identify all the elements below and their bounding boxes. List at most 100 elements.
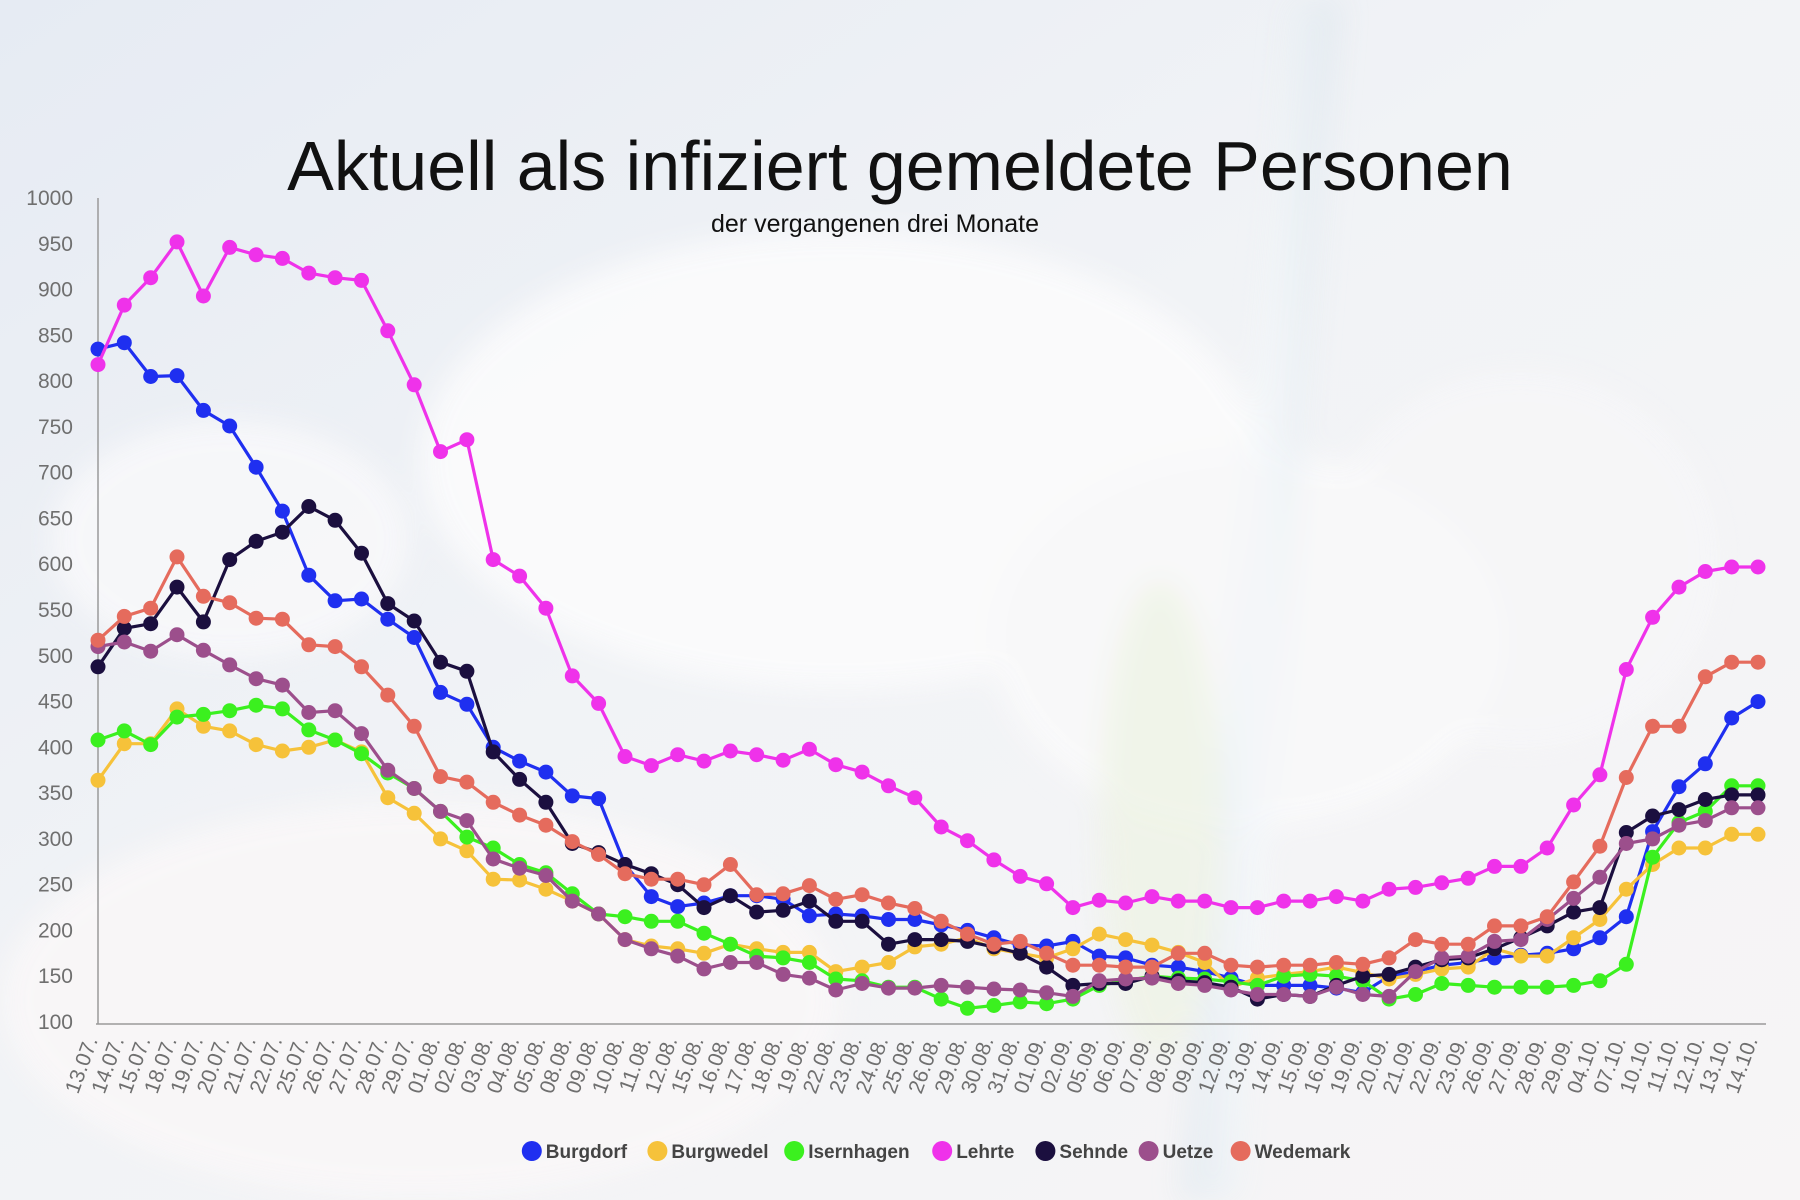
data-point [195, 614, 211, 630]
series-line [96, 707, 1758, 989]
legend-item[interactable]: Burgdorf [521, 1141, 628, 1163]
data-point [907, 790, 923, 806]
data-point [1170, 959, 1186, 975]
data-point [854, 959, 870, 975]
legend-item[interactable]: Burgwedel [647, 1141, 769, 1163]
data-point [775, 886, 791, 902]
data-point [1645, 831, 1661, 847]
legend-item[interactable]: Sehnde [1035, 1141, 1128, 1163]
legend-item[interactable]: Uetze [1138, 1141, 1214, 1163]
data-point [775, 950, 791, 966]
data-point [986, 852, 1002, 868]
data-point [433, 769, 448, 785]
data-point [1513, 948, 1529, 964]
data-point [301, 722, 317, 738]
data-point [1408, 879, 1423, 895]
data-point [248, 671, 264, 687]
data-point [1592, 869, 1608, 885]
data-point [1434, 976, 1450, 991]
data-point [1276, 968, 1292, 984]
data-point [1750, 559, 1766, 575]
data-point [274, 250, 290, 266]
data-point [433, 654, 448, 670]
data-point [907, 980, 923, 996]
data-point [1592, 900, 1608, 916]
data-point [195, 642, 211, 658]
data-point [1460, 977, 1476, 993]
data-point [670, 948, 686, 964]
data-point [1065, 900, 1081, 916]
data-point [354, 746, 369, 762]
data-point [1197, 977, 1213, 993]
data-point [1460, 936, 1476, 952]
data-point [222, 552, 238, 568]
data-point [986, 981, 1002, 997]
data-point [1618, 662, 1634, 677]
data-point [1671, 779, 1687, 795]
legend-marker [1230, 1141, 1251, 1161]
data-point [1671, 579, 1687, 595]
data-point [380, 323, 396, 339]
series-line [96, 504, 1758, 1001]
data-point [1724, 559, 1740, 575]
series-line [97, 341, 1759, 995]
legend-item[interactable]: Isernhagen [784, 1141, 910, 1163]
series-sehnde [90, 499, 1766, 1007]
data-point [512, 807, 528, 823]
data-point [722, 955, 738, 970]
legend-marker [1138, 1141, 1159, 1161]
data-point [933, 932, 949, 948]
data-point [617, 909, 633, 925]
legend-item[interactable]: Wedemark [1230, 1141, 1351, 1163]
legend-item[interactable]: Lehrte [932, 1141, 1014, 1163]
data-point [1012, 933, 1028, 949]
data-point [1144, 959, 1160, 975]
data-point [327, 639, 343, 655]
data-point [1487, 858, 1502, 874]
data-point [301, 567, 317, 583]
series-uetze [90, 627, 1766, 1004]
y-axis: 100 150 200 250 300 350 400 450 500 550 600 650 700 7… [26, 187, 99, 1034]
data-point [248, 247, 264, 263]
data-point [749, 955, 765, 970]
data-point [1671, 817, 1687, 833]
data-point [1118, 895, 1134, 911]
data-point [354, 545, 369, 561]
data-point [1539, 948, 1555, 964]
data-point [248, 610, 264, 626]
data-point [169, 368, 185, 384]
data-point [1513, 979, 1529, 995]
data-point [1671, 840, 1687, 856]
data-point [828, 757, 844, 773]
data-point [1381, 988, 1397, 1004]
legend-marker [784, 1141, 805, 1161]
data-point [722, 888, 738, 904]
data-point [274, 743, 290, 759]
data-point [775, 966, 791, 982]
data-point [1566, 890, 1582, 906]
data-point [1592, 838, 1608, 854]
data-point [512, 872, 528, 888]
data-point [696, 877, 712, 893]
data-point [1170, 945, 1186, 961]
data-point [854, 913, 870, 929]
data-point [643, 758, 659, 774]
data-point [907, 912, 923, 927]
data-point [1487, 933, 1502, 949]
data-point [696, 753, 712, 769]
data-point [301, 637, 317, 653]
data-point [986, 998, 1002, 1013]
data-point [1065, 957, 1081, 973]
y-tick-label: 200 [38, 919, 73, 942]
data-point [1091, 973, 1107, 989]
data-point [1434, 936, 1450, 952]
data-point [1460, 870, 1476, 886]
data-point [1144, 889, 1160, 905]
data-point [801, 908, 817, 924]
data-point [1039, 876, 1055, 892]
data-point [1249, 987, 1265, 1002]
data-point [1750, 694, 1766, 710]
data-point [301, 739, 317, 755]
data-point [406, 718, 422, 734]
